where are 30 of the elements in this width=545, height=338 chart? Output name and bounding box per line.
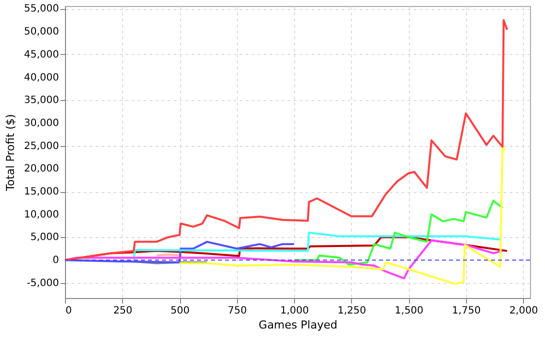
y-tick-label: 55,000 — [24, 4, 59, 15]
x-tick-label: 1,500 — [394, 306, 424, 316]
y-tick-label: 5,000 — [30, 232, 59, 244]
line-series — [64, 239, 504, 280]
x-tick-label: 0 — [66, 306, 72, 316]
x-tick-label: 500 — [170, 306, 190, 316]
y-tick-label: 10,000 — [24, 209, 59, 220]
y-tick-label: 20,000 — [24, 164, 59, 175]
y-tick-label: 40,000 — [24, 72, 59, 84]
line-series — [293, 200, 504, 266]
line-series — [64, 19, 508, 262]
y-tick-label: 15,000 — [24, 186, 59, 198]
x-tick-label: 750 — [228, 306, 247, 316]
x-tick-label: 250 — [113, 306, 132, 316]
y-tick-label: 45,000 — [24, 49, 59, 60]
x-axis-title: Games Played — [258, 318, 338, 332]
y-tick-label: 50,000 — [24, 26, 59, 38]
x-tick-label: 1,750 — [452, 306, 481, 316]
x-tick-label: 1,000 — [280, 306, 309, 316]
y-axis-title: Total Profit ($) — [4, 114, 17, 192]
y-tick-label: -5,000 — [26, 278, 59, 289]
line-series — [178, 144, 506, 285]
line-series — [64, 240, 296, 264]
x-tick-label: 2,000 — [509, 306, 538, 316]
line-series — [132, 232, 502, 262]
y-tick-label: 35,000 — [24, 95, 59, 106]
y-tick-label: 25,000 — [24, 140, 59, 152]
x-tick-label: 1,250 — [338, 306, 366, 316]
y-tick-label: 0 — [52, 255, 59, 266]
y-tick-label: 30,000 — [24, 118, 59, 129]
